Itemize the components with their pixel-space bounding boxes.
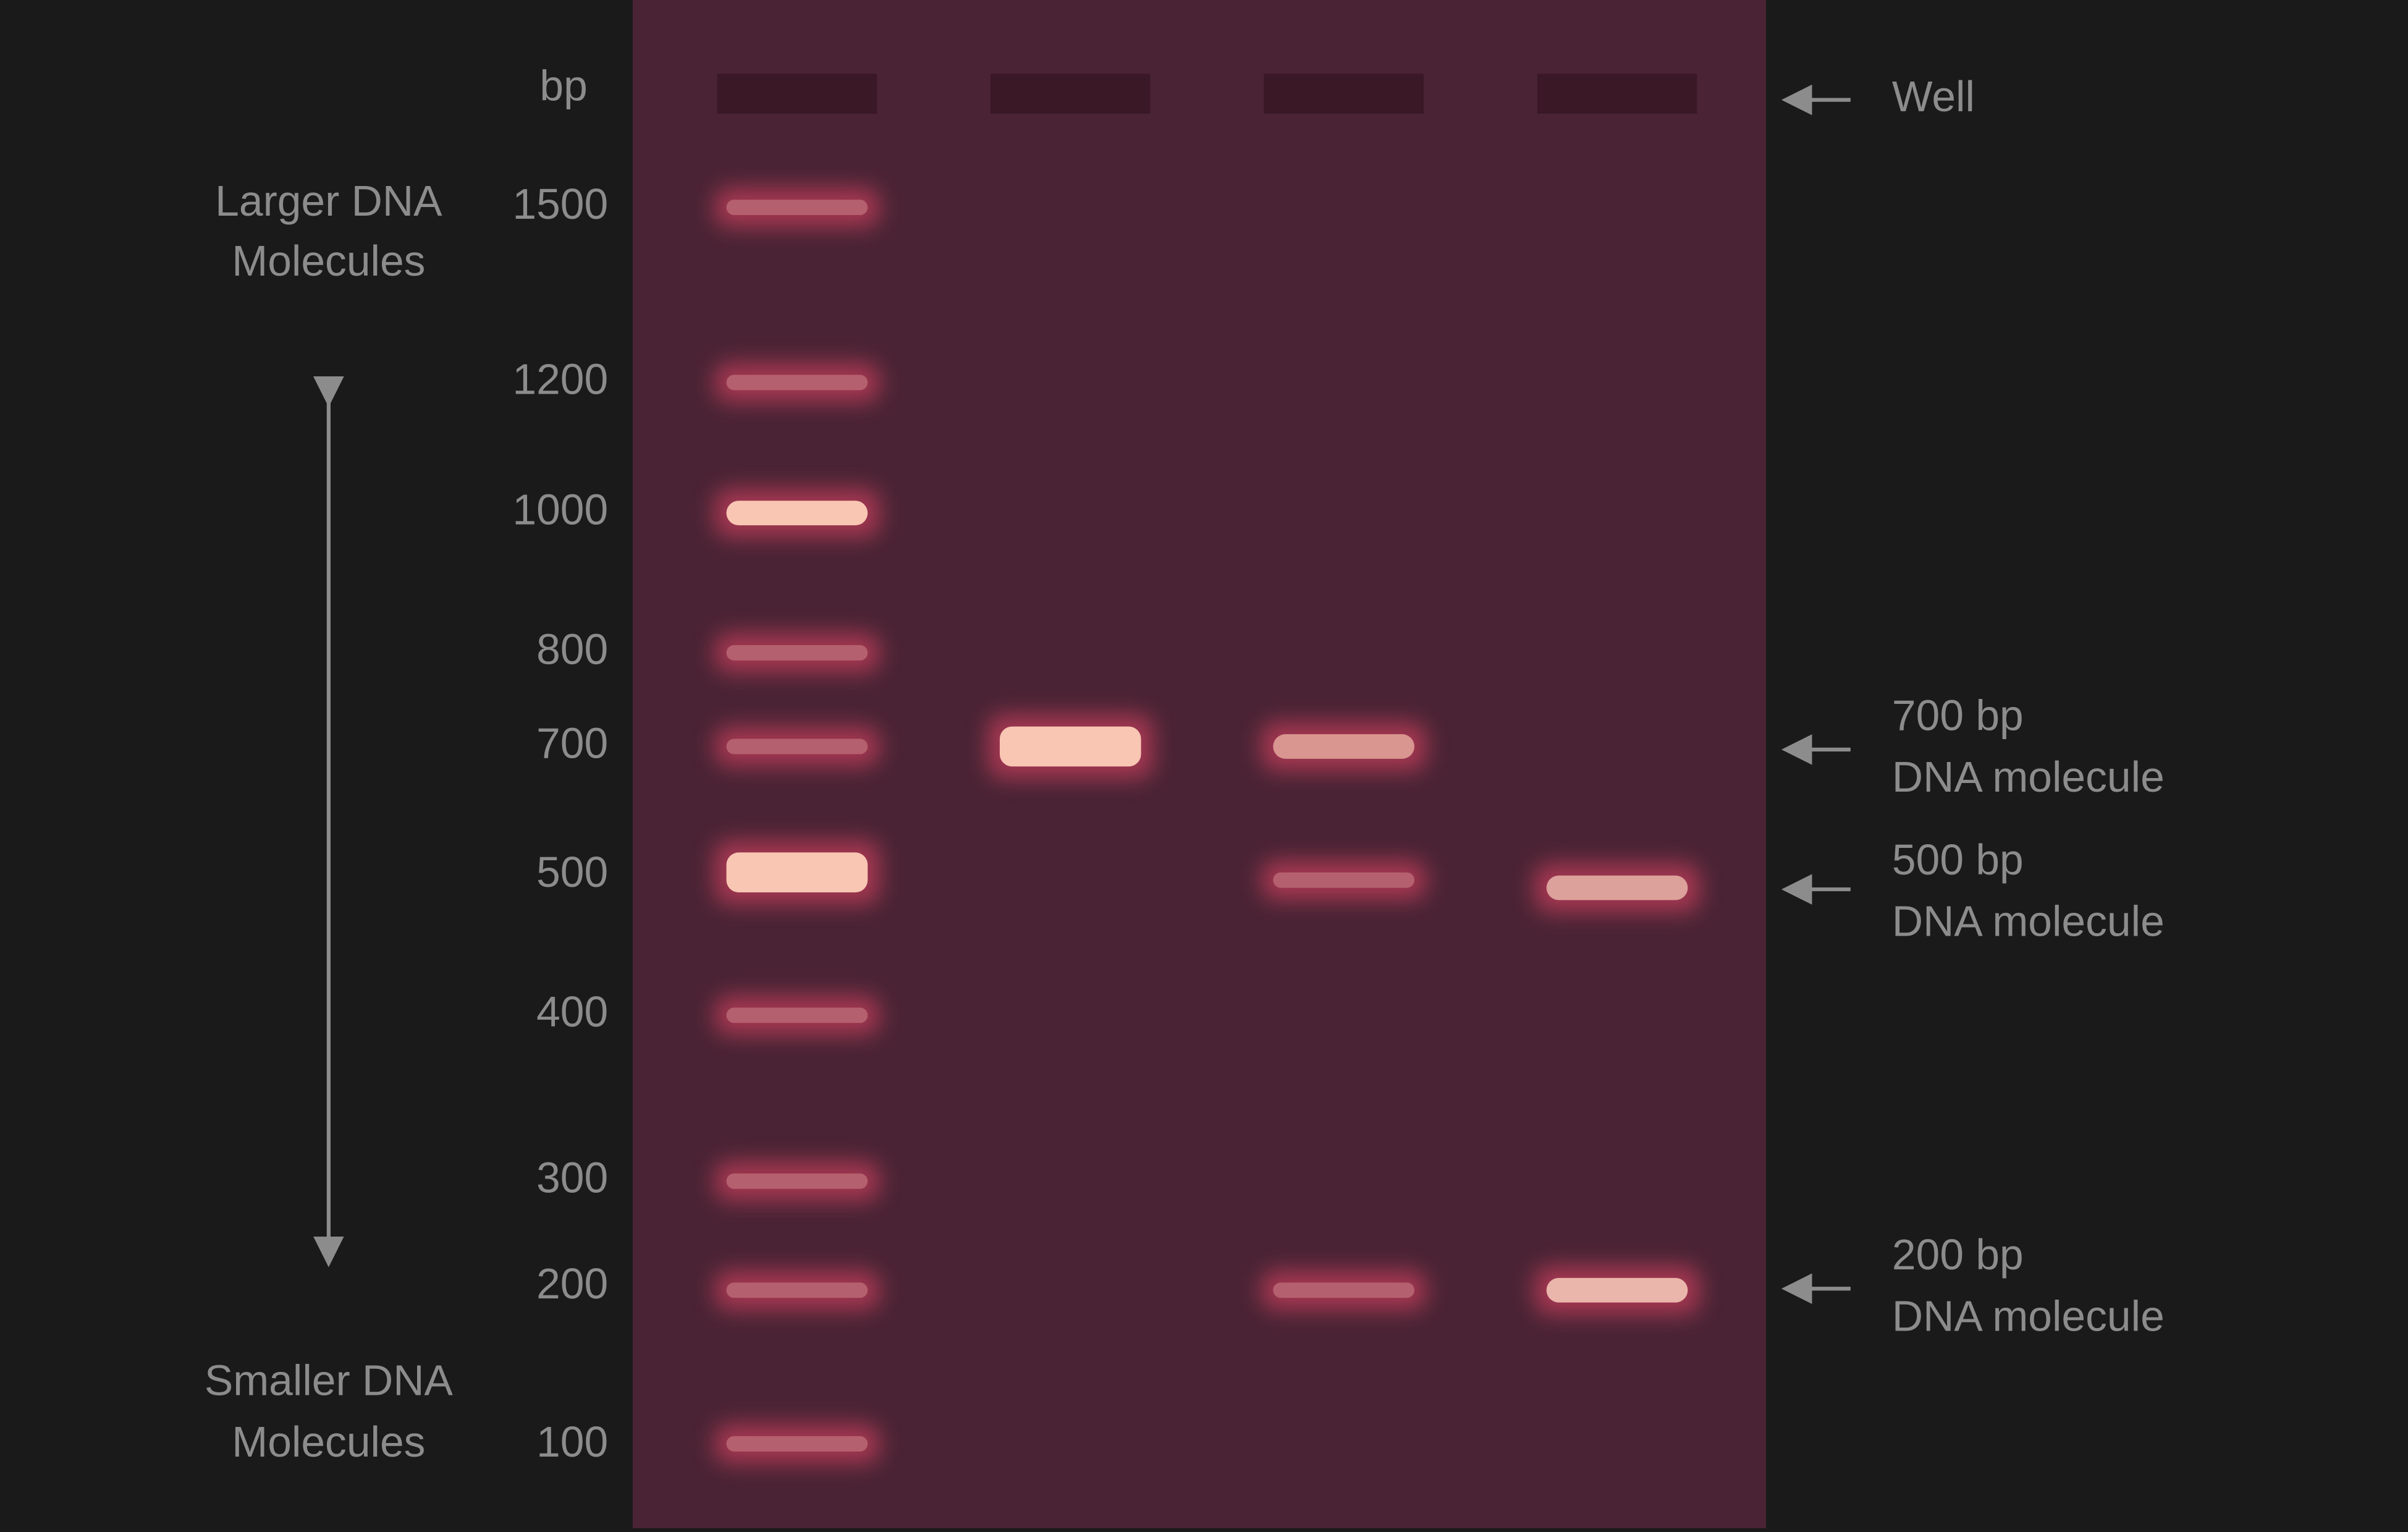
band bbox=[1273, 734, 1414, 759]
band bbox=[1546, 875, 1688, 900]
band bbox=[726, 1282, 868, 1298]
ladder-label: 1200 bbox=[512, 355, 608, 403]
left-label: Molecules bbox=[232, 237, 425, 285]
right-label: 500 bp bbox=[1892, 836, 2024, 884]
ladder-label: 1500 bbox=[512, 180, 608, 228]
ladder-label: 400 bbox=[536, 988, 608, 1036]
well bbox=[1537, 74, 1697, 114]
band bbox=[1273, 1282, 1414, 1298]
band bbox=[726, 738, 868, 755]
axis-label: bp bbox=[539, 62, 587, 110]
right-label: DNA molecule bbox=[1892, 1292, 2165, 1340]
right-label: Well bbox=[1892, 72, 1975, 121]
ladder-label: 700 bbox=[536, 719, 608, 767]
ladder-label: 500 bbox=[536, 848, 608, 896]
well bbox=[1264, 74, 1424, 114]
band bbox=[1546, 1277, 1688, 1303]
left-label: Smaller DNA bbox=[205, 1356, 454, 1405]
well bbox=[717, 74, 877, 114]
right-label: DNA molecule bbox=[1892, 753, 2165, 801]
right-label: 200 bp bbox=[1892, 1230, 2024, 1279]
right-label: DNA molecule bbox=[1892, 897, 2165, 946]
left-label: Larger DNA bbox=[215, 177, 442, 225]
left-label: Molecules bbox=[232, 1418, 425, 1466]
band bbox=[1273, 872, 1414, 888]
band bbox=[726, 852, 868, 893]
ladder-label: 200 bbox=[536, 1259, 608, 1308]
band bbox=[726, 645, 868, 661]
ladder-label: 300 bbox=[536, 1154, 608, 1202]
right-label: 700 bp bbox=[1892, 692, 2024, 740]
band bbox=[999, 726, 1141, 767]
well bbox=[991, 74, 1151, 114]
band bbox=[726, 375, 868, 391]
band bbox=[726, 1436, 868, 1452]
ladder-label: 1000 bbox=[512, 486, 608, 534]
band bbox=[726, 1173, 868, 1189]
ladder-label: 800 bbox=[536, 625, 608, 674]
band bbox=[726, 1007, 868, 1023]
ladder-label: 100 bbox=[536, 1418, 608, 1466]
band bbox=[726, 501, 868, 526]
band bbox=[726, 200, 868, 216]
